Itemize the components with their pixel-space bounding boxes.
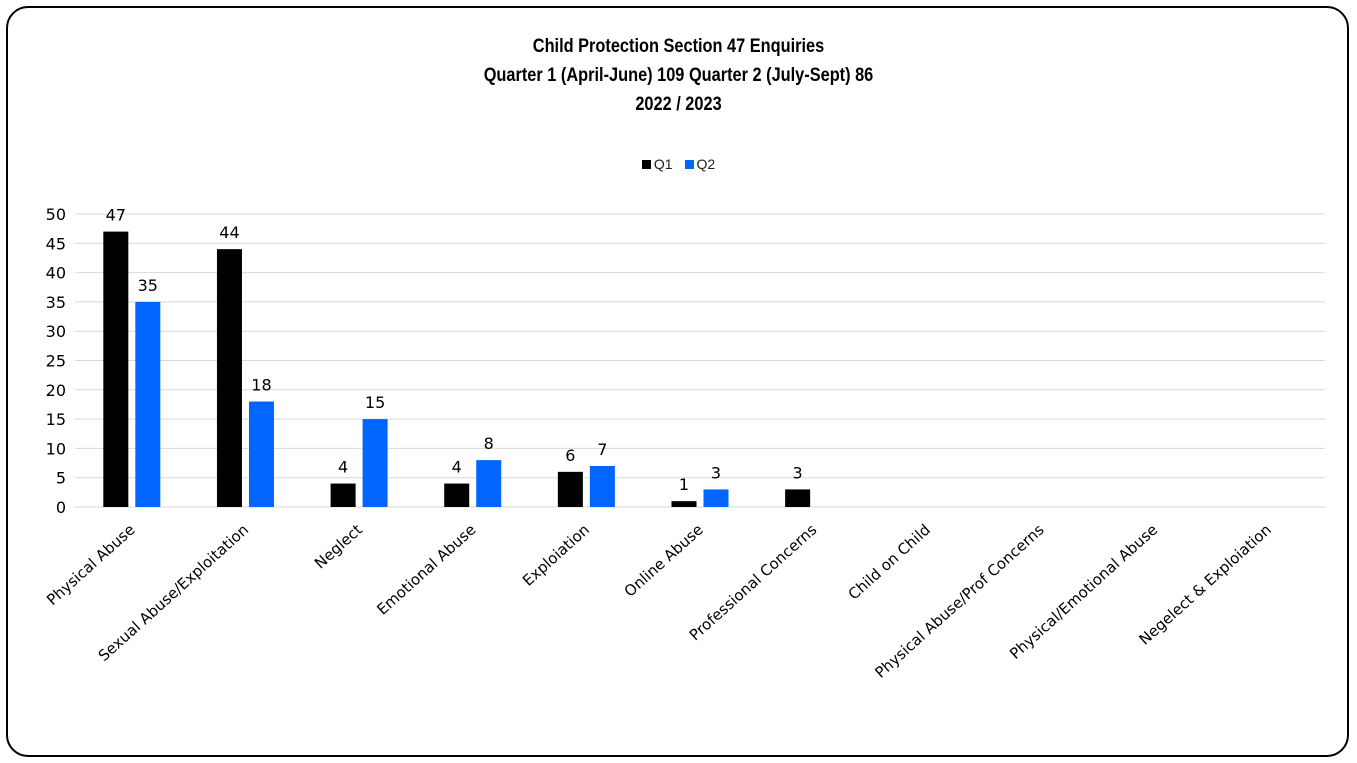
chart-legend: Q1 Q2 — [0, 156, 1357, 172]
data-label: 1 — [679, 475, 689, 494]
y-tick-label: 25 — [46, 352, 66, 371]
data-label: 18 — [251, 376, 271, 395]
legend-item-q1: Q1 — [641, 156, 673, 172]
bar-q1 — [557, 471, 583, 507]
y-tick-label: 20 — [46, 381, 66, 400]
chart-title-line-2: Quarter 1 (April-June) 109 Quarter 2 (Ju… — [483, 65, 874, 86]
y-tick-label: 0 — [56, 498, 66, 517]
x-tick-label: Professional Concerns — [686, 520, 821, 644]
legend-label-q2: Q2 — [696, 156, 716, 172]
legend-label-q1: Q1 — [653, 156, 673, 172]
y-tick-label: 40 — [46, 264, 66, 283]
bar-q1 — [103, 231, 129, 507]
data-label: 8 — [484, 434, 494, 453]
x-tick-label: Exploiation — [519, 521, 593, 590]
bar-q2 — [135, 301, 161, 507]
bar-q1 — [785, 489, 811, 507]
bar-q1 — [330, 483, 356, 507]
data-label: 3 — [793, 463, 803, 482]
x-tick-label: Physical Abuse — [43, 521, 138, 609]
x-tick-label: Neglect — [311, 521, 366, 573]
y-tick-label: 5 — [56, 469, 66, 488]
data-label: 35 — [138, 276, 158, 295]
data-label: 4 — [452, 458, 462, 477]
data-label: 47 — [106, 206, 126, 225]
bar-q2 — [703, 489, 729, 507]
data-label: 6 — [565, 446, 575, 465]
bar-q2 — [362, 419, 388, 507]
y-tick-label: 50 — [46, 205, 66, 224]
data-label: 4 — [338, 458, 348, 477]
bar-q2 — [248, 401, 274, 507]
y-tick-label: 30 — [46, 322, 66, 341]
bar-q1 — [216, 249, 242, 507]
chart-title-line-1: Child Protection Section 47 Enquiries — [532, 36, 825, 57]
data-label: 15 — [365, 393, 385, 412]
legend-swatch-q1 — [641, 159, 651, 169]
x-tick-label: Emotional Abuse — [373, 521, 479, 619]
x-tick-label: Negelect & Exploiation — [1136, 521, 1275, 649]
data-label: 3 — [711, 463, 721, 482]
x-tick-label: Child on Child — [845, 521, 934, 604]
chart-title: Child Protection Section 47 Enquiries Qu… — [0, 32, 1357, 119]
legend-item-q2: Q2 — [684, 156, 716, 172]
bar-q2 — [476, 460, 502, 507]
bar-q1 — [671, 501, 697, 507]
y-tick-label: 15 — [46, 410, 66, 429]
data-label: 7 — [597, 440, 607, 459]
y-tick-label: 10 — [46, 439, 66, 458]
bar-q1 — [444, 483, 470, 507]
legend-swatch-q2 — [684, 159, 694, 169]
chart-title-line-3: 2022 / 2023 — [635, 94, 722, 115]
y-tick-label: 35 — [46, 293, 66, 312]
y-tick-label: 45 — [46, 234, 66, 253]
data-label: 44 — [219, 223, 239, 242]
x-tick-label: Online Abuse — [621, 521, 707, 601]
bar-q2 — [589, 465, 615, 507]
